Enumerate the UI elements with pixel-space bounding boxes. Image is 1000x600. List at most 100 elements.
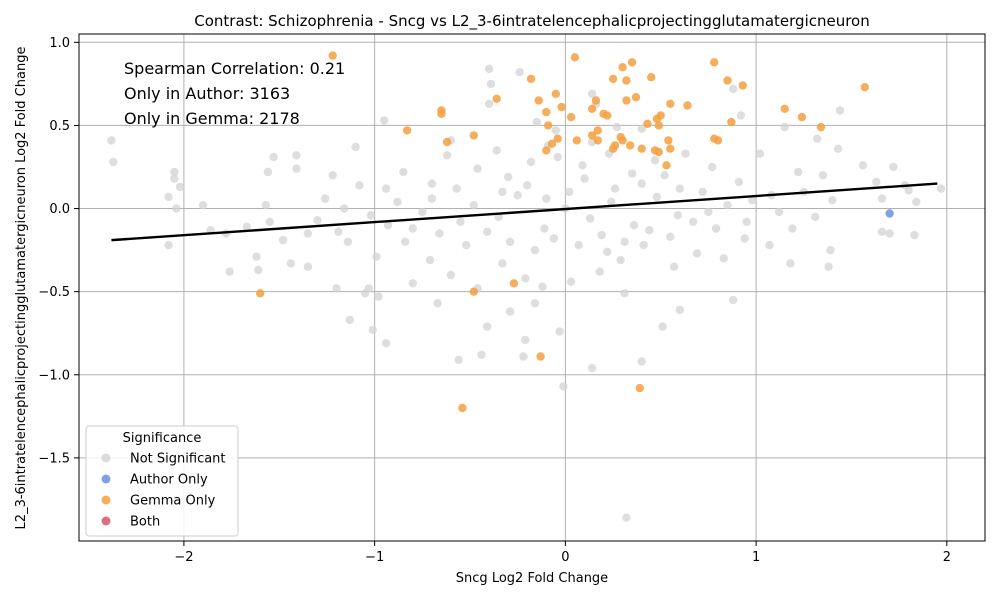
y-tick-label: 1.0	[49, 36, 70, 51]
point-gemma-only	[637, 144, 646, 153]
stats-annotation: Only in Gemma: 2178	[124, 109, 300, 128]
point-not-significant	[198, 201, 208, 210]
point-not-significant	[675, 305, 684, 315]
point-not-significant	[473, 164, 482, 173]
point-not-significant	[612, 122, 622, 132]
point-not-significant	[265, 217, 274, 226]
point-not-significant	[877, 227, 887, 236]
point-not-significant	[523, 181, 532, 190]
point-gemma-only	[587, 131, 597, 140]
point-not-significant	[164, 240, 173, 250]
point-gemma-only	[797, 112, 807, 122]
point-gemma-only	[631, 93, 641, 102]
point-not-significant	[673, 211, 683, 220]
point-not-significant	[427, 179, 437, 188]
point-gemma-only	[608, 144, 618, 153]
point-not-significant	[469, 201, 478, 210]
point-not-significant	[936, 184, 946, 193]
y-tick-label: −1.0	[38, 368, 70, 383]
point-not-significant	[833, 144, 843, 153]
point-author-only	[885, 209, 894, 218]
point-not-significant	[711, 224, 721, 233]
point-not-significant	[175, 182, 185, 192]
point-gemma-only	[509, 279, 519, 288]
point-not-significant	[278, 235, 288, 245]
point-gemma-only	[608, 74, 618, 84]
point-not-significant	[639, 240, 648, 250]
point-not-significant	[786, 259, 795, 268]
point-not-significant	[328, 171, 337, 180]
point-gemma-only	[654, 147, 663, 157]
point-not-significant	[505, 237, 515, 246]
point-not-significant	[515, 68, 524, 77]
point-not-significant	[538, 282, 547, 291]
point-not-significant	[355, 181, 364, 190]
point-gemma-only	[570, 53, 580, 62]
point-not-significant	[456, 217, 465, 226]
point-not-significant	[442, 151, 452, 160]
point-not-significant	[504, 172, 513, 182]
point-not-significant	[425, 255, 435, 265]
point-not-significant	[637, 124, 646, 133]
point-not-significant	[826, 245, 835, 255]
point-gemma-only	[662, 161, 671, 170]
point-not-significant	[595, 267, 604, 276]
point-not-significant	[698, 187, 707, 197]
point-not-significant	[620, 237, 629, 246]
point-not-significant	[505, 307, 515, 316]
point-not-significant	[549, 234, 559, 243]
point-not-significant	[587, 363, 597, 373]
point-not-significant	[637, 357, 646, 366]
point-not-significant	[660, 171, 669, 180]
point-not-significant	[736, 111, 746, 120]
point-gemma-only	[713, 136, 723, 145]
point-not-significant	[578, 161, 587, 170]
point-not-significant	[393, 197, 402, 207]
legend-entry-label: Author Only	[130, 473, 208, 488]
point-not-significant	[498, 187, 507, 197]
point-not-significant	[650, 156, 660, 165]
point-gemma-only	[627, 58, 637, 67]
point-gemma-only	[654, 121, 663, 130]
point-not-significant	[483, 227, 492, 236]
point-gemma-only	[469, 287, 478, 296]
point-not-significant	[885, 229, 894, 238]
point-not-significant	[401, 237, 410, 246]
point-not-significant	[366, 211, 375, 220]
point-not-significant	[704, 207, 713, 217]
point-gemma-only	[727, 117, 736, 127]
point-not-significant	[610, 184, 620, 193]
point-not-significant	[303, 262, 313, 271]
legend-marker	[101, 474, 111, 484]
point-not-significant	[484, 99, 494, 109]
stats-annotation: Spearman Correlation: 0.21	[124, 59, 345, 78]
point-not-significant	[292, 151, 301, 160]
plot-area	[107, 51, 946, 522]
point-gemma-only	[566, 112, 576, 122]
point-not-significant	[263, 167, 272, 177]
point-not-significant	[530, 245, 540, 255]
plot-frame	[78, 33, 986, 542]
x-tick-label: 0	[561, 550, 569, 565]
stats-annotation: Only in Author: 3163	[124, 84, 290, 103]
point-gemma-only	[526, 74, 536, 84]
x-tick-label: 2	[943, 550, 951, 565]
point-not-significant	[286, 259, 295, 268]
point-gemma-only	[626, 141, 635, 150]
point-not-significant	[622, 513, 631, 522]
point-gemma-only	[603, 111, 612, 120]
point-not-significant	[811, 212, 820, 222]
point-not-significant	[225, 267, 234, 276]
legend-entry-label: Both	[130, 515, 160, 530]
point-not-significant	[729, 84, 738, 94]
point-not-significant	[540, 224, 549, 233]
point-not-significant	[332, 284, 341, 293]
point-gemma-only	[710, 58, 719, 67]
point-not-significant	[877, 194, 887, 203]
point-not-significant	[164, 192, 173, 202]
point-not-significant	[345, 315, 354, 325]
legend-entry-label: Not Significant	[130, 452, 226, 467]
y-axis-ticks: −1.5 −1.0 −0.5 0.0 0.5 1.0	[38, 36, 79, 466]
point-gemma-only	[536, 352, 545, 361]
point-not-significant	[532, 117, 541, 127]
